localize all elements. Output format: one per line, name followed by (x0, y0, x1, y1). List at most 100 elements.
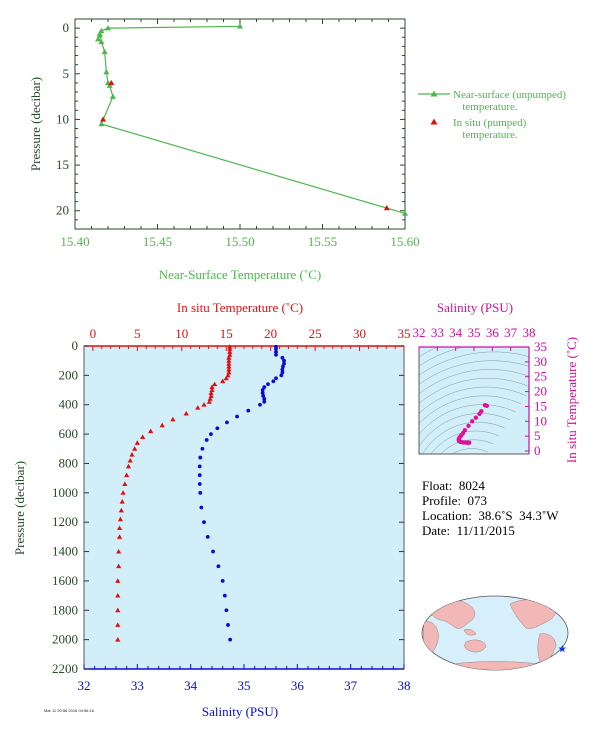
ts-salinity-tick-label: 34 (449, 325, 463, 340)
ts-density-contour (430, 430, 499, 454)
ts-density-contour (452, 448, 488, 454)
top-y-axis-label: Pressure (decibar) (28, 77, 43, 171)
salinity-point (197, 482, 202, 486)
ts-point (469, 419, 475, 424)
ts-density-contour (440, 439, 494, 454)
temperature-point (115, 578, 121, 583)
ts-salinity-tick-label: 32 (413, 325, 426, 340)
temperature-point (125, 463, 132, 469)
temperature-point (220, 378, 226, 384)
near-surface-line (97, 25, 406, 215)
salinity-point (220, 579, 225, 583)
salinity-point (202, 520, 206, 525)
top-plot-frame (74, 18, 406, 230)
salinity-point (274, 349, 278, 354)
near-surface-point (105, 25, 111, 31)
salinity-point (274, 352, 278, 357)
map-land-south-america (537, 633, 557, 667)
salinity-point (281, 364, 285, 369)
near-surface-point (402, 210, 408, 216)
salinity-point (222, 593, 227, 598)
top-y-tick-label: 20 (56, 203, 69, 218)
salinity-point (282, 358, 286, 363)
temperature-point (115, 637, 121, 642)
temperature-point (227, 352, 233, 357)
salinity-point (216, 564, 221, 569)
temperature-point (115, 607, 121, 613)
pressure-tick-label: 1000 (52, 485, 78, 500)
ts-density-contour (419, 360, 529, 385)
ts-density-contour (419, 395, 522, 424)
temperature-tick-label: 20 (264, 326, 277, 341)
temperature-tick-label: 25 (309, 326, 322, 341)
near-surface-point (96, 30, 103, 36)
salinity-point (280, 367, 285, 372)
ts-point (477, 411, 482, 417)
salinity-point (225, 420, 229, 425)
world-map (421, 595, 569, 671)
temperature-point (225, 372, 231, 378)
profile-series-group (115, 344, 286, 642)
temperature-point (206, 399, 212, 404)
salinity-point (282, 361, 286, 366)
temperature-point (201, 402, 207, 407)
ts-salinity-tick-label: 37 (504, 325, 518, 340)
salinity-point (246, 408, 251, 413)
pressure-tick-label: 1800 (52, 602, 78, 617)
ts-salinity-tick-label: 38 (523, 325, 536, 340)
salinity-point (209, 432, 213, 436)
top-y-tick-label: 15 (56, 157, 69, 172)
in-situ-point (383, 205, 390, 211)
temperature-point (115, 622, 121, 627)
pressure-tick-label: 2000 (52, 632, 78, 647)
pressure-tick-label: 0 (72, 338, 79, 353)
temperature-point (208, 390, 214, 395)
temperature-point (116, 563, 122, 569)
ts-series-group (456, 403, 490, 445)
salinity-point (228, 637, 233, 642)
ts-salinity-tick-label: 33 (431, 325, 444, 340)
ts-salinity-tick-label: 35 (468, 325, 481, 340)
temperature-point (122, 481, 128, 486)
ts-temperature-tick-label: 15 (534, 398, 547, 413)
temperature-point (115, 592, 121, 598)
in-situ-point (100, 116, 107, 122)
salinity-tick-label: 33 (131, 678, 144, 693)
ts-point (473, 415, 479, 420)
temperature-tick-label: 35 (398, 326, 411, 341)
profile-axis-ticks: 0 5 10 15 20 25 30 35 32 33 34 35 36 37 38 0 200 400 600 80… (52, 326, 411, 693)
ts-point (484, 403, 490, 409)
salinity-point (260, 391, 265, 395)
salinity-point (215, 426, 220, 431)
near-surface-point (237, 23, 243, 29)
salinity-tick-label: 38 (398, 678, 411, 693)
top-x-axis-label: Near-Surface Temperature (˚C) (159, 267, 321, 282)
temperature-point (170, 416, 176, 422)
ts-plot-background (419, 347, 529, 454)
salinity-point (204, 438, 209, 442)
salinity-tick-label: 34 (184, 678, 198, 693)
temperature-point (127, 457, 133, 463)
salinity-tick-label: 37 (344, 678, 358, 693)
map-land-australia (464, 639, 487, 653)
salinity-tick-label: 35 (238, 678, 251, 693)
temperature-point (195, 405, 201, 410)
salinity-point (266, 382, 270, 387)
salinity-point (274, 347, 278, 351)
top-legend: Near-surface (unpumped) temperature. In … (418, 89, 566, 141)
profile-date: Date: 11/11/2015 (422, 523, 515, 538)
salinity-point (200, 446, 205, 451)
temperature-point (227, 346, 233, 351)
ts-density-contours (419, 347, 529, 454)
temperature-point (209, 387, 215, 392)
salinity-point (224, 608, 229, 613)
salinity-axis-label: Salinity (PSU) (202, 704, 278, 719)
float-location: Location: 38.6˚S 34.3˚W (422, 508, 559, 523)
temperature-point (226, 358, 232, 363)
temperature-point (134, 440, 140, 445)
top-y-tick-label: 5 (63, 66, 70, 81)
ts-temperature-tick-label: 25 (534, 369, 547, 384)
near-surface-point (95, 36, 102, 42)
